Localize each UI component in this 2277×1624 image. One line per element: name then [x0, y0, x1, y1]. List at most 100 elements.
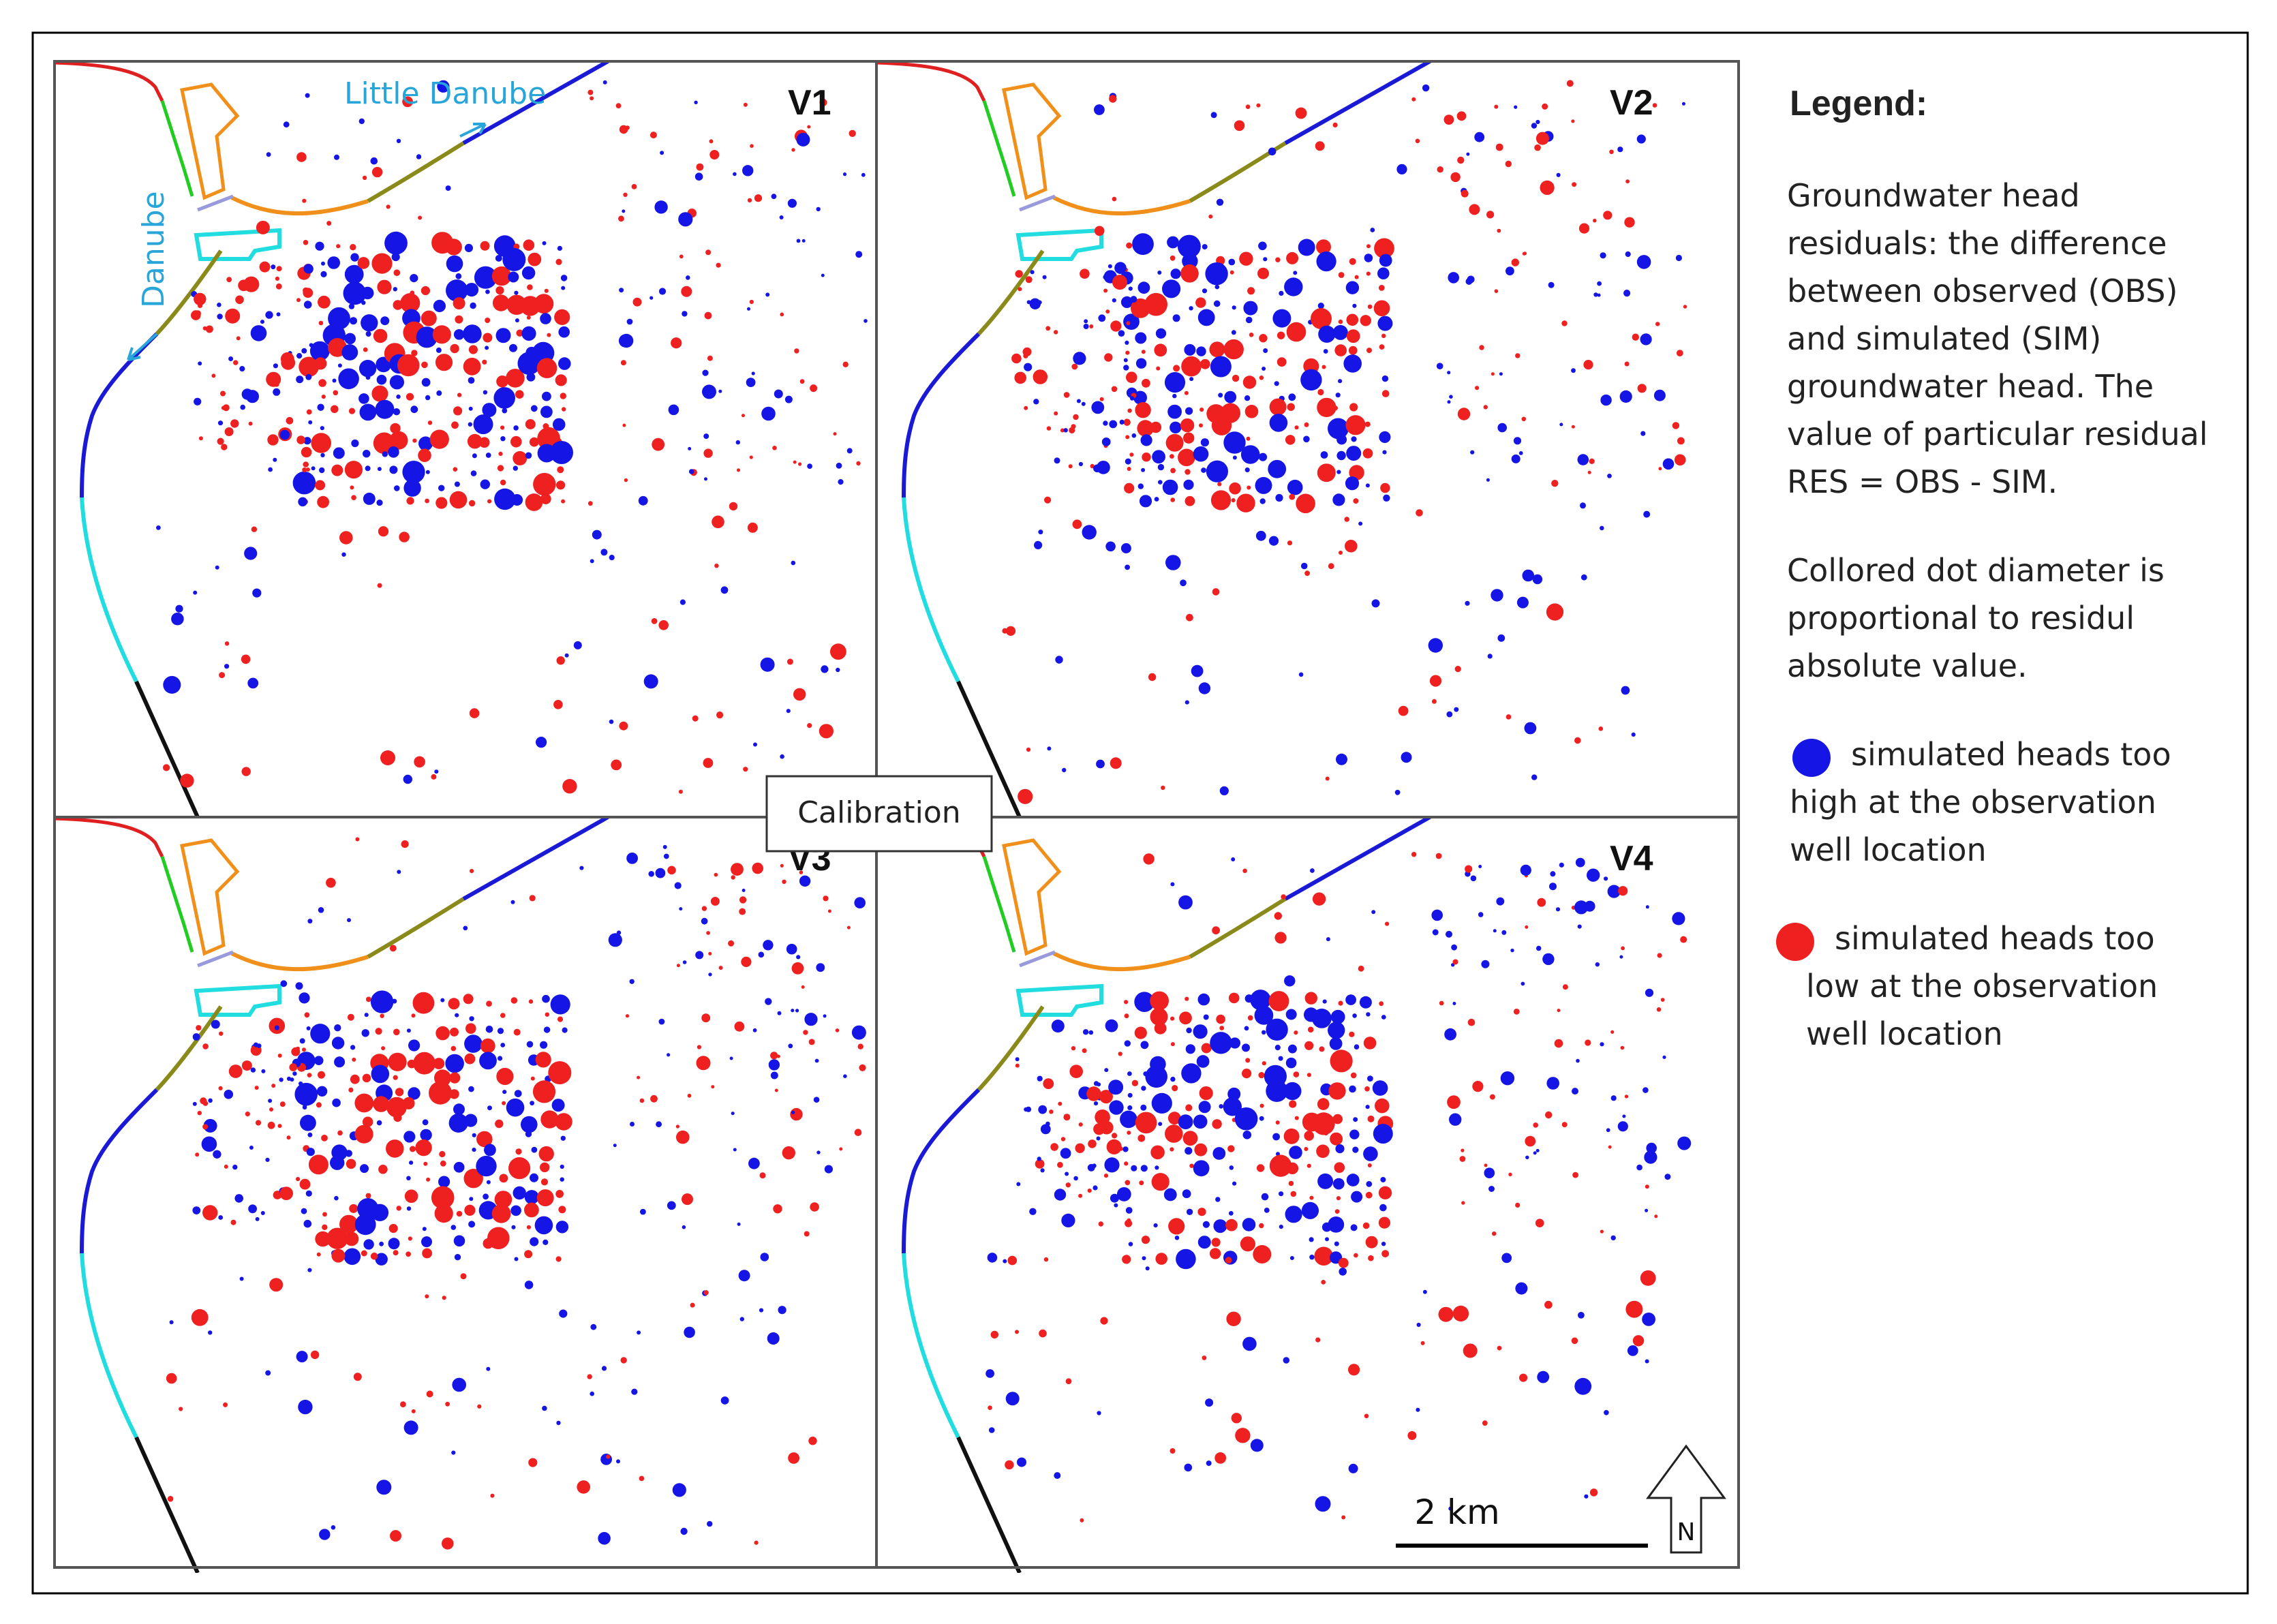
residual-dot [296, 353, 303, 359]
river-segment-cyan [902, 1253, 960, 1439]
residual-dot [1533, 1151, 1537, 1155]
residual-dot [668, 404, 679, 416]
residual-dot [774, 389, 783, 399]
residual-dot [1254, 1006, 1274, 1025]
residual-dot [225, 308, 241, 324]
residual-dot [1339, 1268, 1347, 1276]
residual-dot [690, 1302, 695, 1308]
residual-dot [1255, 476, 1272, 494]
residual-dot [500, 425, 505, 430]
residual-dot [361, 314, 378, 332]
residual-dot [630, 1122, 635, 1127]
residual-dot [1683, 305, 1687, 309]
residual-dot [1314, 1246, 1333, 1266]
river-segment-orange [1052, 196, 1191, 216]
residual-dot [786, 658, 793, 665]
residual-dot [639, 1475, 645, 1482]
residual-dot [1030, 270, 1035, 275]
residual-dot [502, 1101, 506, 1105]
residual-dot [351, 439, 359, 448]
river-segment-green [160, 856, 194, 953]
residual-dot [1272, 309, 1292, 328]
residual-dot [587, 1374, 592, 1379]
residual-dot [438, 485, 445, 491]
residual-dot [557, 245, 563, 251]
residual-dot [196, 1025, 202, 1031]
residual-dot [1312, 1009, 1332, 1028]
residual-dot [388, 1238, 400, 1250]
residual-dot [1366, 1012, 1371, 1017]
residual-dot [1610, 1235, 1616, 1241]
residual-dot [1018, 788, 1033, 804]
residual-dot [348, 1087, 354, 1092]
residual-dot [758, 951, 765, 958]
residual-dot [463, 324, 482, 343]
residual-dot [296, 298, 301, 303]
residual-dot [303, 264, 314, 274]
residual-dot [219, 672, 226, 679]
residual-dot [1379, 1001, 1384, 1007]
residual-dot [1227, 1087, 1241, 1101]
residual-dot [1125, 1180, 1131, 1186]
residual-dot [613, 1144, 617, 1148]
residual-dot [450, 1027, 459, 1037]
residual-dot [602, 80, 607, 85]
residual-dot [843, 1074, 847, 1078]
residual-dot [1165, 1124, 1183, 1143]
residual-dot [1662, 1055, 1666, 1059]
residual-dot [555, 374, 567, 386]
residual-dot [1379, 1204, 1387, 1212]
residual-dot [429, 1081, 452, 1105]
residual-dot [485, 289, 490, 294]
residual-dot [1600, 252, 1606, 259]
river-segment-olive-2 [155, 1005, 223, 1092]
residual-dot [1379, 254, 1392, 267]
residual-dot [1170, 882, 1175, 887]
residual-dot [808, 1039, 815, 1045]
residual-dot [476, 1131, 493, 1148]
residual-dot [1156, 366, 1161, 371]
residual-dot [1026, 747, 1031, 752]
residual-dot [389, 431, 408, 450]
residual-dot [453, 329, 465, 340]
map-panel-v2: V2 [876, 61, 1687, 817]
residual-dot [330, 1155, 345, 1170]
residual-dot [1167, 236, 1179, 249]
residual-dot [1268, 991, 1289, 1011]
residual-dot [418, 215, 423, 220]
residual-dot [1609, 149, 1614, 155]
residual-dot [1112, 196, 1117, 202]
residual-dot [1447, 371, 1451, 375]
residual-dot [1459, 1156, 1466, 1162]
residual-dot [807, 723, 812, 729]
residual-dot [1636, 1164, 1642, 1171]
residual-dot [1232, 305, 1236, 310]
residual-dot [427, 420, 433, 425]
residual-dot [824, 1165, 833, 1174]
residual-dot [640, 1208, 646, 1215]
residual-dot [1571, 425, 1575, 429]
residual-dot [632, 297, 642, 307]
residual-dot [167, 1496, 174, 1502]
little-danube-river [462, 61, 609, 145]
residual-dot [1574, 900, 1589, 915]
residual-dot [1416, 1322, 1421, 1328]
residual-dot [244, 547, 258, 560]
residual-dot [623, 192, 628, 197]
river-segment-olive-2 [155, 249, 223, 336]
residual-dot [856, 461, 861, 466]
residual-dot [1422, 1289, 1427, 1294]
residual-dot [1332, 1114, 1343, 1124]
residual-dot [738, 1270, 750, 1282]
residual-dot [521, 266, 536, 280]
residual-dot [1353, 1117, 1358, 1122]
residual-dot [254, 1086, 259, 1090]
residual-dot [202, 1205, 218, 1221]
residual-dot [1125, 1207, 1133, 1214]
residual-dot [1534, 144, 1541, 151]
residual-dot [230, 1219, 236, 1225]
residual-dot [1143, 853, 1155, 865]
residual-dot [408, 1236, 412, 1241]
residual-dot [1259, 334, 1268, 343]
residual-dot [1058, 1101, 1063, 1106]
